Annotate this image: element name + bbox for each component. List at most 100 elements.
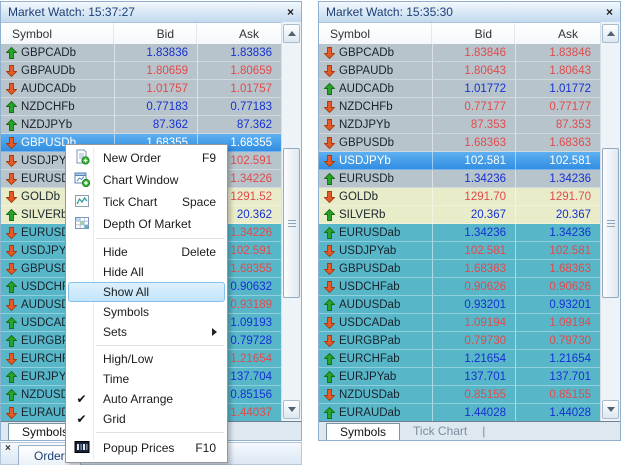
column-header-ask[interactable]: Ask	[557, 27, 578, 41]
menu-item-hide-all[interactable]: Hide All	[68, 262, 225, 282]
menu-item-new-order[interactable]: New Order F9	[68, 147, 225, 169]
table-row[interactable]: GBPAUDb 1.80643 1.80643	[319, 62, 600, 80]
column-header-ask[interactable]: Ask	[238, 27, 259, 41]
bid-cell: 0.90626	[432, 278, 515, 296]
column-header-row: Symbol Bid Ask	[1, 23, 301, 46]
menu-item-grid[interactable]: ✔ Grid	[68, 409, 225, 429]
scroll-up-button[interactable]	[283, 24, 300, 43]
window-title: Market Watch: 15:37:27	[8, 5, 135, 19]
menu-item-show-all[interactable]: Show All	[68, 282, 225, 302]
table-row[interactable]: GBPUSDb 1.68363 1.68363	[319, 134, 600, 152]
tab-symbols[interactable]: Symbols	[326, 423, 401, 440]
scroll-up-button[interactable]	[602, 24, 619, 43]
symbol-name: USDCADab	[339, 317, 401, 329]
table-row[interactable]: NZDCHFb 0.77183 0.77183	[1, 98, 281, 116]
table-row[interactable]: EURGBPab 0.79730 0.79730	[319, 332, 600, 350]
close-icon[interactable]: ×	[286, 5, 294, 19]
column-header-bid[interactable]: Bid	[114, 23, 197, 45]
table-row[interactable]: GOLDb 1291.70 1291.70	[319, 188, 600, 206]
scroll-thumb[interactable]	[602, 148, 619, 298]
table-row[interactable]: USDJPYb 102.581 102.581	[319, 152, 600, 170]
tab-symbols[interactable]: Symbols	[8, 423, 83, 440]
menu-item-depth-of-market[interactable]: Depth Of Market	[68, 213, 225, 235]
table-row[interactable]: NZDCHFb 0.77177 0.77177	[319, 98, 600, 116]
tab-tick-chart[interactable]: Tick Chart	[413, 424, 468, 438]
table-row[interactable]: NZDJPYb 87.353 87.353	[319, 116, 600, 134]
table-row[interactable]: GBPAUDb 1.80659 1.80659	[1, 62, 281, 80]
menu-item-chart-window[interactable]: Chart Window	[68, 169, 225, 191]
price-up-icon	[323, 208, 336, 221]
table-row[interactable]: GBPCADb 1.83836 1.83836	[1, 44, 281, 62]
ask-cell: 1.44028	[515, 404, 600, 422]
menu-item-hide[interactable]: Hide Delete	[68, 242, 225, 262]
price-down-icon	[5, 191, 18, 204]
scroll-thumb[interactable]	[283, 148, 300, 298]
menu-item-auto-arrange[interactable]: ✔ Auto Arrange	[68, 389, 225, 409]
symbol-cell: AUDCADb	[1, 80, 114, 98]
menu-item-symbols[interactable]: Symbols	[68, 302, 225, 322]
table-row[interactable]: EURJPYab 137.701 137.701	[319, 368, 600, 386]
price-up-icon	[323, 406, 336, 419]
table-row[interactable]: EURUSDb 1.34236 1.34236	[319, 170, 600, 188]
ask-cell: 1.01772	[515, 80, 600, 98]
symbol-cell: USDJPYb	[1, 152, 114, 170]
price-up-icon	[323, 370, 336, 383]
table-row[interactable]: GBPCADb 1.83846 1.83846	[319, 44, 600, 62]
close-icon[interactable]: ×	[605, 5, 613, 19]
menu-item-popup-prices[interactable]: Popup Prices F10	[68, 436, 225, 460]
symbol-name: USDJPYb	[21, 155, 73, 167]
symbol-cell: NZDCHFb	[1, 98, 114, 116]
table-row[interactable]: EURUSDab 1.34236 1.34236	[319, 224, 600, 242]
table-row[interactable]: NZDJPYb 87.362 87.362	[1, 116, 281, 134]
symbol-name: NZDUSDab	[339, 389, 400, 401]
close-icon[interactable]: ×	[5, 443, 11, 454]
price-down-icon	[5, 65, 18, 78]
table-row[interactable]: USDCADab 1.09194 1.09194	[319, 314, 600, 332]
table-row[interactable]: AUDCADb 1.01772 1.01772	[319, 80, 600, 98]
menu-item-sets[interactable]: Sets	[68, 322, 225, 342]
ask-cell: 0.77183	[197, 98, 281, 116]
symbol-name: NZDJPYb	[21, 119, 73, 131]
bid-cell: 1.34236	[432, 170, 515, 188]
table-row[interactable]: USDCHFab 0.90626 0.90626	[319, 278, 600, 296]
symbol-name: GBPCADb	[21, 47, 76, 59]
table-row[interactable]: AUDUSDab 0.93201 0.93201	[319, 296, 600, 314]
column-header-symbol[interactable]: Symbol	[1, 23, 114, 45]
menu-shortcut: Space	[181, 195, 216, 209]
table-row[interactable]: GBPUSDab 1.68363 1.68363	[319, 260, 600, 278]
price-down-icon	[5, 155, 18, 168]
triangle-up-icon	[606, 31, 615, 36]
column-header-bid[interactable]: Bid	[432, 23, 515, 45]
table-row[interactable]: USDJPYab 102.581 102.581	[319, 242, 600, 260]
table-row[interactable]: EURAUDab 1.44028 1.44028	[319, 404, 600, 422]
symbol-name: GBPAUDb	[339, 65, 394, 77]
menu-item-time[interactable]: Time	[68, 369, 225, 389]
scroll-down-button[interactable]	[283, 400, 300, 419]
scroll-down-button[interactable]	[602, 400, 619, 419]
titlebar[interactable]: Market Watch: 15:37:27 ×	[1, 2, 301, 23]
scrollbar[interactable]	[600, 22, 620, 421]
menu-shortcut: F9	[201, 151, 216, 165]
column-header-symbol[interactable]: Symbol	[319, 23, 432, 45]
price-down-icon	[323, 47, 336, 60]
menu-item-label: Time	[103, 372, 130, 386]
ask-cell: 1.83836	[197, 44, 281, 62]
symbol-cell: SILVERb	[319, 206, 432, 224]
symbol-name: GBPUSDb	[339, 137, 394, 149]
symbol-name: EURAUDab	[339, 407, 401, 419]
table-row[interactable]: NZDUSDab 0.85155 0.85155	[319, 386, 600, 404]
price-up-icon	[5, 370, 18, 383]
menu-item-label: Depth Of Market	[103, 217, 192, 231]
titlebar[interactable]: Market Watch: 15:35:30 ×	[319, 2, 620, 23]
symbol-name: SILVERb	[339, 209, 386, 221]
price-up-icon	[323, 298, 336, 311]
table-row[interactable]: SILVERb 20.367 20.367	[319, 206, 600, 224]
scrollbar[interactable]	[281, 22, 301, 421]
symbol-cell: USDCHFab	[319, 278, 432, 296]
menu-item-tick-chart[interactable]: Tick Chart Space	[68, 191, 225, 213]
ask-cell: 102.581	[515, 242, 600, 260]
table-row[interactable]: AUDCADb 1.01757 1.01757	[1, 80, 281, 98]
menu-item-high-low[interactable]: High/Low	[68, 349, 225, 369]
price-down-icon	[323, 191, 336, 204]
